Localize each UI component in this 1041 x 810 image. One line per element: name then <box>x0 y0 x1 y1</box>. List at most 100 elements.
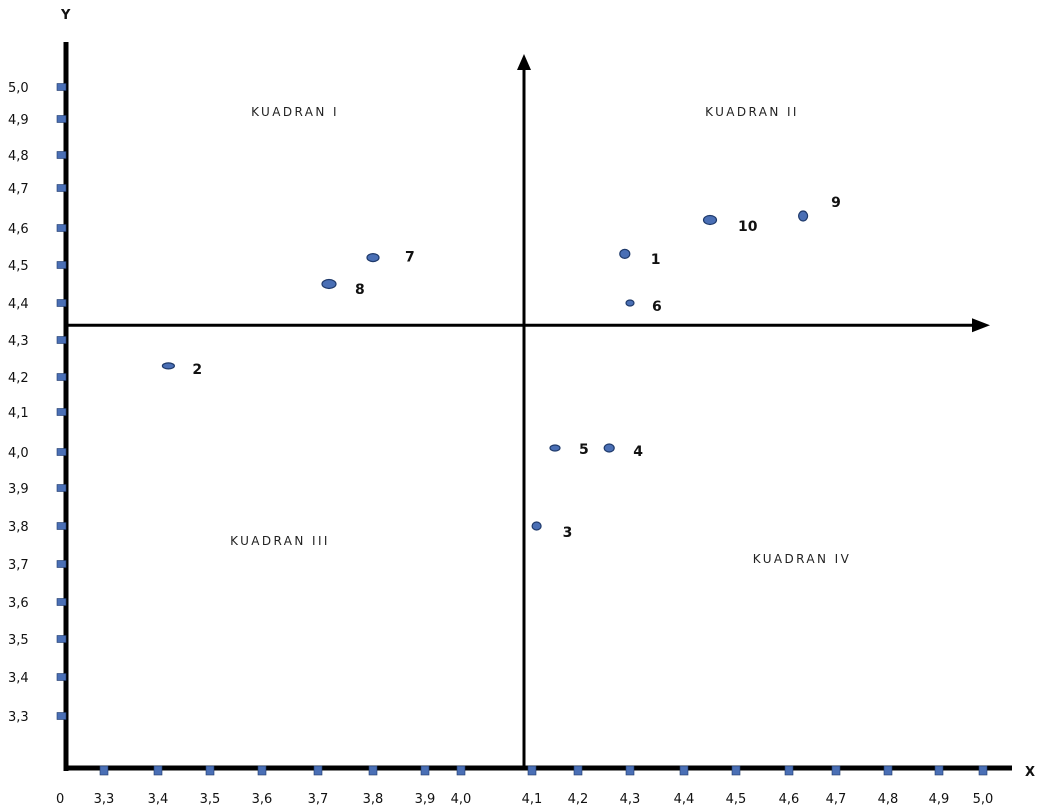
y-tick-label: 4,4 <box>8 297 29 312</box>
data-point-label-10: 10 <box>738 219 758 235</box>
data-point-7 <box>366 253 380 263</box>
y-tick-mark <box>56 299 67 307</box>
x-tick-label: 4,3 <box>620 792 641 807</box>
y-tick-label: 3,5 <box>8 633 29 648</box>
x-tick-label: 5,0 <box>973 792 994 807</box>
y-tick-label: 3,6 <box>8 596 29 611</box>
data-point-1 <box>619 248 631 259</box>
data-point-label-2: 2 <box>192 362 202 378</box>
y-tick-mark <box>56 184 67 192</box>
y-tick-mark <box>56 598 67 606</box>
y-tick-label: 3,4 <box>8 671 29 686</box>
x-axis-title: X <box>1025 765 1035 780</box>
x-tick-label: 4,0 <box>451 792 472 807</box>
y-tick-mark <box>56 712 67 720</box>
y-tick-label: 4,6 <box>8 222 29 237</box>
x-tick-label: 3,9 <box>415 792 436 807</box>
x-tick-label: 3,5 <box>200 792 221 807</box>
y-tick-mark <box>56 261 67 269</box>
quadrant-label-bottom-left: KUADRAN III <box>230 534 330 548</box>
x-tick-mark <box>573 765 583 776</box>
data-point-4 <box>603 443 615 453</box>
data-points: 1 2 3 4 5 6 7 8 9 10 <box>161 195 841 541</box>
y-tick-mark <box>56 635 67 643</box>
quadrant-labels: KUADRAN I KUADRAN II KUADRAN III KUADRAN IV <box>230 105 851 566</box>
data-point-10 <box>702 214 718 226</box>
y-tick-mark <box>56 83 67 91</box>
y-tick-mark <box>56 673 67 681</box>
y-tick-label: 4,3 <box>8 334 29 349</box>
y-axis-title: Y <box>60 8 71 23</box>
quadrant-divider-horizontal-arrowhead <box>972 318 990 333</box>
quadrant-label-top-right: KUADRAN II <box>705 105 799 119</box>
y-tick-mark <box>56 151 67 159</box>
y-tick-label: 4,7 <box>8 182 29 197</box>
axis-ticks: 3,3 3,4 3,5 3,6 3,7 3,8 3,9 4,0 4,1 4,2 4,3 4,4 4,5 4… <box>8 81 993 807</box>
y-tick-label: 4,0 <box>8 446 29 461</box>
y-tick-mark <box>56 224 67 232</box>
y-tick-label: 4,5 <box>8 259 29 274</box>
x-tick-label: 4,1 <box>522 792 543 807</box>
origin-label: 0 <box>56 792 64 807</box>
x-tick-mark <box>978 765 988 776</box>
x-tick-mark <box>883 765 893 776</box>
y-tick-label: 5,0 <box>8 81 29 96</box>
y-tick-mark <box>56 336 67 344</box>
data-point-label-6: 6 <box>652 299 662 315</box>
data-point-5 <box>549 444 561 452</box>
data-point-label-1: 1 <box>651 252 661 268</box>
y-tick-label: 4,2 <box>8 371 29 386</box>
data-point-6 <box>625 299 635 307</box>
x-tick-mark <box>831 765 841 776</box>
x-tick-mark <box>205 765 215 776</box>
x-tick-mark <box>731 765 741 776</box>
data-point-label-3: 3 <box>563 525 573 541</box>
quadrant-divider-vertical-arrowhead <box>517 54 531 70</box>
x-tick-label: 4,7 <box>826 792 847 807</box>
x-tick-mark <box>456 765 466 776</box>
x-tick-mark <box>934 765 944 776</box>
x-tick-label: 3,7 <box>308 792 329 807</box>
data-point-label-7: 7 <box>405 250 415 266</box>
x-tick-label: 3,4 <box>148 792 169 807</box>
y-tick-mark <box>56 560 67 568</box>
x-tick-label: 4,9 <box>929 792 950 807</box>
data-point-8 <box>321 278 337 290</box>
y-tick-mark <box>56 373 67 381</box>
x-tick-mark <box>625 765 635 776</box>
x-tick-mark <box>257 765 267 776</box>
y-tick-mark <box>56 115 67 123</box>
x-tick-mark <box>368 765 378 776</box>
data-point-9 <box>797 210 809 222</box>
quadrant-label-top-left: KUADRAN I <box>251 105 339 119</box>
x-tick-mark <box>679 765 689 776</box>
y-tick-label: 3,9 <box>8 482 29 497</box>
quadrant-label-bottom-right: KUADRAN IV <box>753 552 851 566</box>
x-tick-mark <box>99 765 109 776</box>
x-tick-label: 4,6 <box>779 792 800 807</box>
data-point-2 <box>161 362 175 370</box>
x-tick-label: 4,4 <box>674 792 695 807</box>
y-tick-label: 3,7 <box>8 558 29 573</box>
y-tick-label: 3,8 <box>8 520 29 535</box>
data-point-label-4: 4 <box>633 444 643 460</box>
x-tick-mark <box>420 765 430 776</box>
data-point-label-8: 8 <box>355 282 365 298</box>
x-tick-label: 4,2 <box>568 792 589 807</box>
y-tick-mark <box>56 522 67 530</box>
x-tick-mark <box>313 765 323 776</box>
x-tick-mark <box>153 765 163 776</box>
data-point-label-5: 5 <box>579 442 589 458</box>
y-tick-label: 4,1 <box>8 406 29 421</box>
y-tick-mark <box>56 408 67 416</box>
x-tick-mark <box>784 765 794 776</box>
y-tick-mark <box>56 484 67 492</box>
data-point-3 <box>531 521 542 531</box>
x-tick-label: 4,8 <box>878 792 899 807</box>
y-tick-label: 4,9 <box>8 113 29 128</box>
x-tick-label: 4,5 <box>726 792 747 807</box>
x-tick-mark <box>527 765 537 776</box>
x-tick-label: 3,8 <box>363 792 384 807</box>
y-tick-label: 4,8 <box>8 149 29 164</box>
